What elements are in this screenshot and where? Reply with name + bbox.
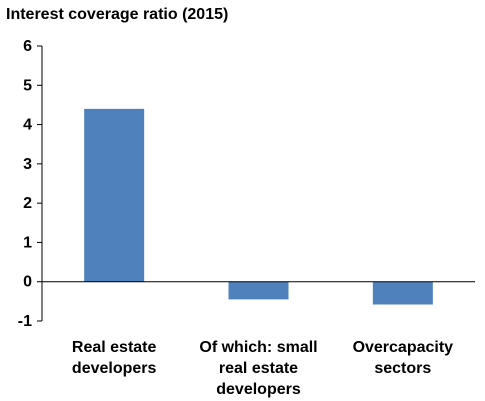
category-label-line: Of which: small xyxy=(199,339,317,356)
y-tick-label: -1 xyxy=(18,313,32,330)
category-label-line: Overcapacity xyxy=(353,339,454,356)
category-label-line: Real estate xyxy=(72,339,157,356)
category-label: Real estate developers xyxy=(72,339,157,377)
y-tick-label: 4 xyxy=(23,117,32,134)
bar xyxy=(372,281,433,305)
y-tick-label: 2 xyxy=(23,195,32,212)
y-tick-label: 0 xyxy=(23,274,32,291)
y-tick-label: 1 xyxy=(23,234,32,251)
category-label-line: sectors xyxy=(374,360,431,377)
y-tick-label: 3 xyxy=(23,156,32,173)
category-label: Of which: small real estate developers xyxy=(199,339,317,398)
y-tick-label: 5 xyxy=(23,77,32,94)
category-label-line: developers xyxy=(72,360,157,377)
category-label-line: developers xyxy=(216,381,301,398)
bar xyxy=(228,281,289,300)
chart-title: Interest coverage ratio (2015) xyxy=(6,6,229,23)
bar xyxy=(84,108,145,282)
category-label-line: real estate xyxy=(219,360,298,377)
category-label: Overcapacity sectors xyxy=(353,339,454,377)
y-tick-label: 6 xyxy=(23,38,32,55)
